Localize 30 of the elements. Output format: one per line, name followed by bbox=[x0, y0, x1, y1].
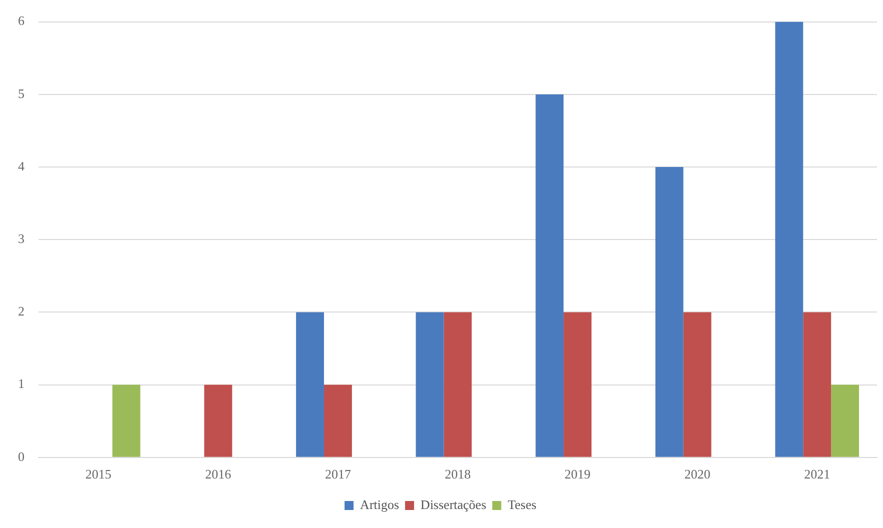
bar bbox=[564, 312, 592, 457]
bar bbox=[444, 312, 472, 457]
y-tick-label: 4 bbox=[18, 158, 25, 174]
y-tick-label: 5 bbox=[18, 86, 24, 101]
legend-label: Artigos bbox=[360, 496, 400, 512]
bar bbox=[683, 312, 712, 457]
y-tick-label: 0 bbox=[18, 448, 24, 464]
x-tick-label: 2017 bbox=[324, 466, 352, 482]
bar bbox=[831, 384, 860, 457]
legend-label: Dissertações bbox=[420, 496, 486, 512]
bar bbox=[655, 167, 684, 457]
x-tick-label: 2018 bbox=[444, 466, 471, 482]
bar bbox=[775, 22, 804, 457]
x-tick-label: 2019 bbox=[564, 466, 591, 482]
y-tick-label: 2 bbox=[18, 304, 24, 319]
bar bbox=[416, 312, 444, 457]
x-tick-label: 2016 bbox=[205, 466, 232, 482]
x-tick-label: 2021 bbox=[804, 466, 830, 482]
x-tick-label: 2015 bbox=[85, 466, 112, 482]
bar bbox=[204, 384, 232, 457]
bar bbox=[296, 312, 324, 457]
y-tick-label: 1 bbox=[18, 376, 24, 392]
bar bbox=[112, 384, 140, 457]
bar bbox=[803, 312, 832, 457]
y-tick-label: 3 bbox=[18, 231, 24, 246]
bar bbox=[536, 94, 564, 457]
x-tick-label: 2020 bbox=[684, 466, 710, 482]
y-tick-label: 6 bbox=[18, 13, 25, 28]
legend-label: Teses bbox=[508, 496, 536, 512]
bar bbox=[324, 384, 352, 457]
